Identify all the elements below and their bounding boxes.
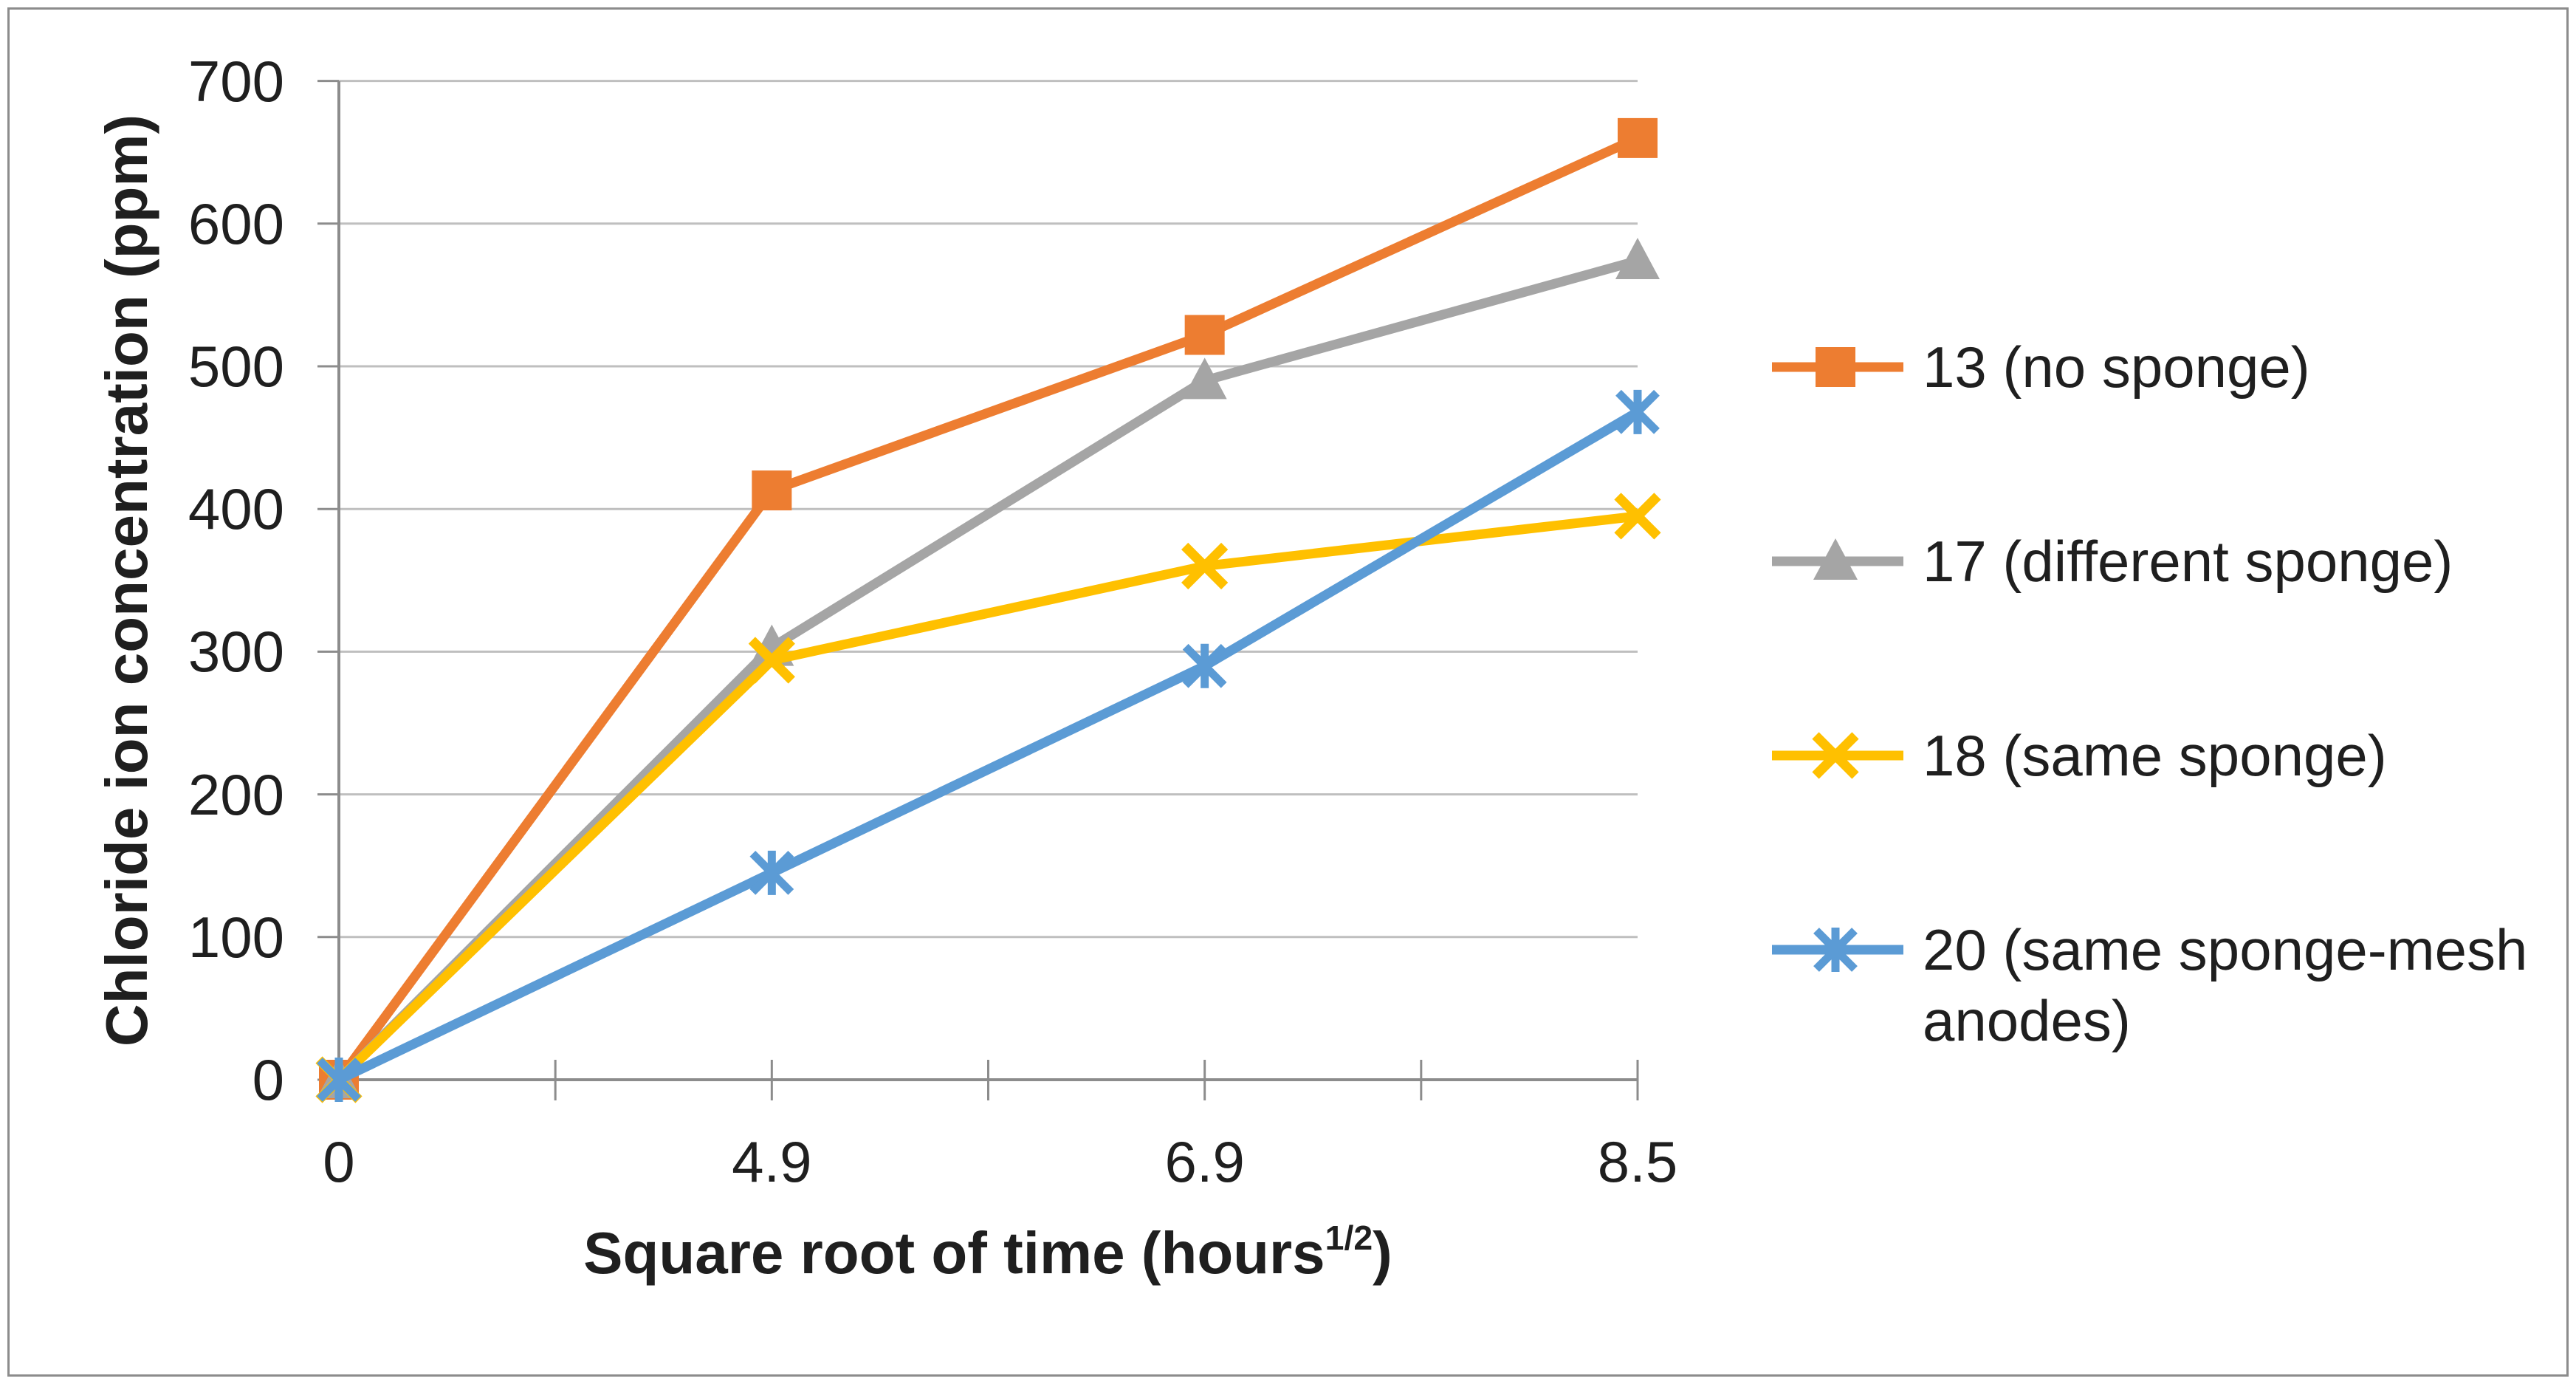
x-marker — [1614, 493, 1661, 540]
y-tick-label: 300 — [188, 619, 284, 685]
y-tick-label: 600 — [188, 191, 284, 256]
star-marker — [749, 850, 794, 895]
star-marker — [1182, 643, 1227, 688]
x-axis-title-end: ) — [1373, 1220, 1392, 1286]
series-line — [335, 511, 1638, 1083]
y-tick-label: 700 — [188, 48, 284, 114]
legend-marker-square-icon — [1772, 347, 1903, 387]
legend-marker-star-icon — [1772, 928, 1903, 972]
square-marker — [1816, 347, 1855, 387]
legend-item: 20 (same sponge-mesh anodes) — [1772, 914, 2558, 1056]
square-marker — [1617, 117, 1658, 158]
legend-item: 13 (no sponge) — [1772, 332, 2558, 402]
x-marker — [1181, 542, 1229, 590]
x-marker — [748, 637, 795, 684]
square-marker — [752, 470, 792, 511]
legend-marker-x-icon — [1772, 732, 1903, 779]
x-axis-title: Square root of time (hours1/2) — [583, 1219, 1392, 1287]
triangle-marker — [1182, 357, 1227, 400]
x-marker — [1812, 732, 1859, 779]
square-marker — [1184, 315, 1225, 355]
x-tick-label: 8.5 — [1597, 1129, 1678, 1194]
legend-label: 18 (same sponge) — [1923, 723, 2387, 788]
x-axis-title-superscript: 1/2 — [1325, 1218, 1373, 1257]
y-axis-title: Chloride ion concentration (ppm) — [94, 114, 159, 1047]
chart-border — [7, 7, 2569, 1377]
x-tick-label: 6.9 — [1164, 1129, 1245, 1194]
y-tick-label: 400 — [188, 476, 284, 542]
y-tick-label: 200 — [188, 761, 284, 827]
x-tick-label: 0 — [323, 1129, 355, 1194]
series-line — [337, 408, 1641, 1084]
series-line — [334, 133, 1640, 1083]
y-tick-label: 500 — [188, 334, 284, 399]
y-tick-label: 100 — [188, 904, 284, 970]
x-axis-title-main: Square root of time (hours — [583, 1220, 1325, 1286]
legend-item: 18 (same sponge) — [1772, 720, 2558, 791]
triangle-marker — [1615, 238, 1660, 280]
x-tick-label: 4.9 — [732, 1129, 812, 1194]
series-line — [335, 256, 1639, 1083]
legend-item: 17 (different sponge) — [1772, 526, 2558, 597]
y-tick-label: 0 — [252, 1047, 284, 1112]
triangle-marker — [1813, 538, 1858, 580]
legend-label: 13 (no sponge) — [1923, 335, 2310, 400]
legend-marker-triangle-icon — [1772, 538, 1903, 580]
star-marker — [1813, 928, 1858, 972]
star-marker — [317, 1058, 361, 1102]
star-marker — [1615, 389, 1660, 434]
legend-label: 20 (same sponge-mesh anodes) — [1923, 917, 2528, 1053]
legend-label: 17 (different sponge) — [1923, 529, 2453, 594]
